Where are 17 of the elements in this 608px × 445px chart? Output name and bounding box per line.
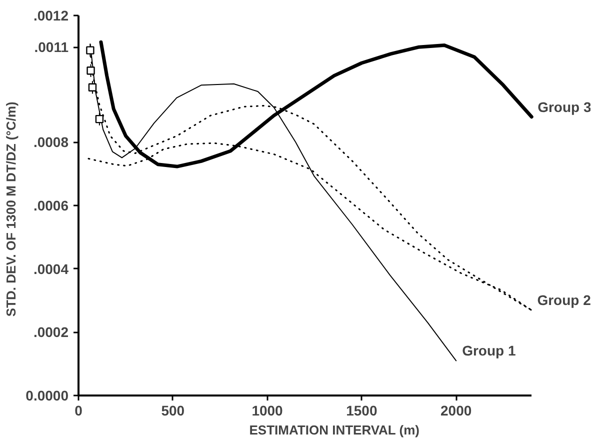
x-tick-label: 1000 [252, 402, 284, 418]
y-axis-title: STD. DEV. OF 1300 M DT/DZ (°C/m) [4, 102, 19, 317]
y-tick-label: .0004 [33, 260, 69, 277]
y-tick-label: .0008 [33, 134, 69, 150]
y-tick-label: .0006 [33, 198, 69, 214]
x-tick-label: 2000 [440, 402, 472, 418]
series-label: Group 2 [537, 292, 592, 308]
y-tick-label: .0002 [33, 324, 69, 340]
x-axis-title: ESTIMATION INTERVAL (m) [249, 422, 420, 438]
series-label: Group 1 [462, 342, 516, 359]
series-label: Group 3 [538, 98, 592, 115]
y-tick-label: .0012 [33, 8, 69, 24]
y-tick-label: .0011 [34, 39, 69, 56]
y-tick-label: 0.0000 [26, 388, 69, 404]
x-tick-label: 500 [161, 402, 185, 418]
x-tick-label: 1500 [346, 402, 378, 418]
x-tick-label: 0 [74, 402, 83, 418]
